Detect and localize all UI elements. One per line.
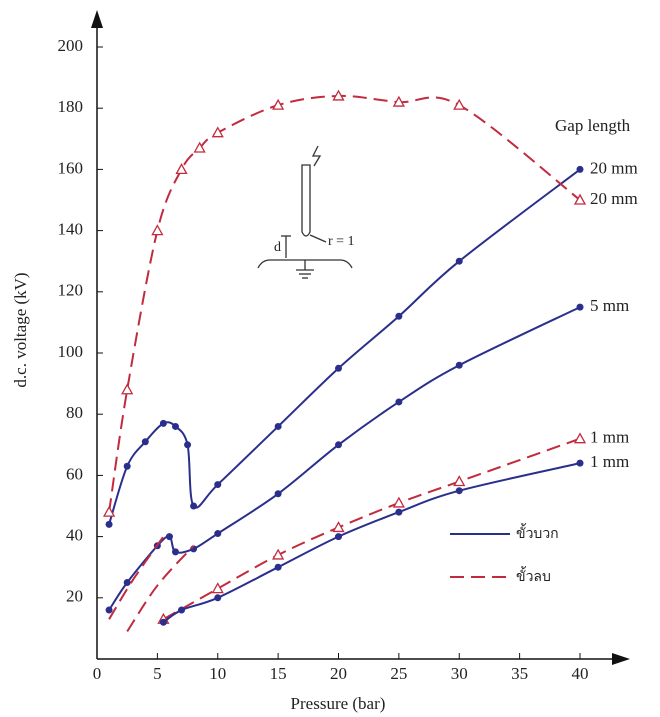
data-point	[274, 490, 282, 498]
data-point	[211, 582, 224, 594]
data-point	[193, 141, 206, 153]
y-tick-label: 200	[58, 36, 84, 55]
data-point	[335, 441, 342, 449]
data-point	[573, 432, 587, 444]
data-point	[392, 95, 405, 107]
data-point	[272, 98, 285, 110]
data-point	[171, 422, 179, 430]
y-tick-label: 140	[58, 220, 84, 239]
y-tick-label: 40	[66, 526, 83, 545]
series-label: 20 mm	[590, 189, 638, 208]
data-point	[335, 364, 342, 372]
data-point	[184, 441, 192, 449]
inset-diagram	[257, 145, 353, 279]
annotation: r = 1	[328, 234, 355, 249]
series-label: 20 mm	[590, 158, 638, 177]
data-point	[165, 533, 173, 541]
x-tick-label: 40	[572, 664, 589, 683]
x-tick-label: 10	[209, 664, 226, 683]
x-tick-label: 30	[451, 664, 468, 683]
data-point	[335, 533, 342, 541]
y-axis-title: d.c. voltage (kV)	[11, 272, 30, 387]
series-line	[108, 536, 165, 620]
data-point	[190, 502, 198, 510]
data-point	[455, 487, 463, 495]
y-tick-label: 180	[58, 97, 84, 116]
data-point	[159, 618, 167, 626]
data-point	[576, 303, 584, 311]
series-label: 5 mm	[590, 296, 629, 315]
data-point	[272, 548, 285, 560]
data-point	[141, 438, 149, 446]
data-point	[123, 462, 131, 470]
y-tick-label: 80	[66, 403, 83, 422]
x-tick-label: 35	[511, 664, 528, 683]
y-axis-arrow	[91, 10, 103, 28]
data-point	[395, 312, 403, 320]
data-point	[121, 383, 134, 395]
data-point	[455, 257, 463, 265]
annotation: d	[274, 240, 281, 255]
series-line	[108, 168, 581, 525]
data-point	[274, 422, 282, 430]
data-point	[171, 548, 179, 556]
legend-label: ขั้วบวก	[516, 523, 559, 542]
data-point	[455, 361, 463, 369]
legend-title: Gap length	[555, 116, 631, 135]
y-tick-label: 160	[58, 158, 84, 177]
y-tick-label: 120	[58, 281, 84, 300]
data-point	[151, 224, 164, 236]
x-tick-label: 5	[153, 664, 162, 683]
series-label: 1 mm	[590, 452, 629, 471]
data-point	[214, 530, 222, 538]
x-tick-label: 15	[270, 664, 287, 683]
data-point	[105, 606, 113, 614]
data-point	[392, 496, 405, 508]
data-point	[332, 89, 345, 101]
x-tick-label: 20	[330, 664, 347, 683]
x-axis-title: Pressure (bar)	[291, 694, 386, 713]
series-line	[108, 306, 581, 611]
data-point	[178, 606, 186, 614]
data-point	[105, 520, 113, 528]
series-line	[126, 545, 195, 633]
data-point	[159, 419, 167, 427]
data-point	[453, 98, 466, 110]
data-point	[211, 126, 224, 138]
data-point	[573, 193, 587, 205]
series-line	[162, 462, 581, 624]
data-point	[453, 475, 466, 487]
series-line	[108, 94, 581, 513]
y-tick-label: 60	[66, 464, 83, 483]
data-point	[332, 521, 345, 533]
data-point	[274, 563, 282, 571]
y-tick-label: 100	[58, 342, 84, 361]
y-tick-label: 20	[66, 587, 83, 606]
data-point	[576, 165, 584, 173]
data-point	[175, 163, 188, 175]
series-label: 1 mm	[590, 428, 629, 447]
data-point	[395, 508, 403, 516]
x-axis-arrow	[612, 653, 630, 665]
data-point	[214, 594, 222, 602]
data-point	[102, 505, 116, 517]
x-tick-label: 0	[93, 664, 102, 683]
data-point	[214, 481, 222, 489]
x-tick-label: 25	[390, 664, 407, 683]
data-point	[576, 459, 584, 467]
data-point	[395, 398, 403, 406]
data-point	[123, 579, 131, 586]
legend-label: ขั้วลบ	[516, 566, 551, 585]
